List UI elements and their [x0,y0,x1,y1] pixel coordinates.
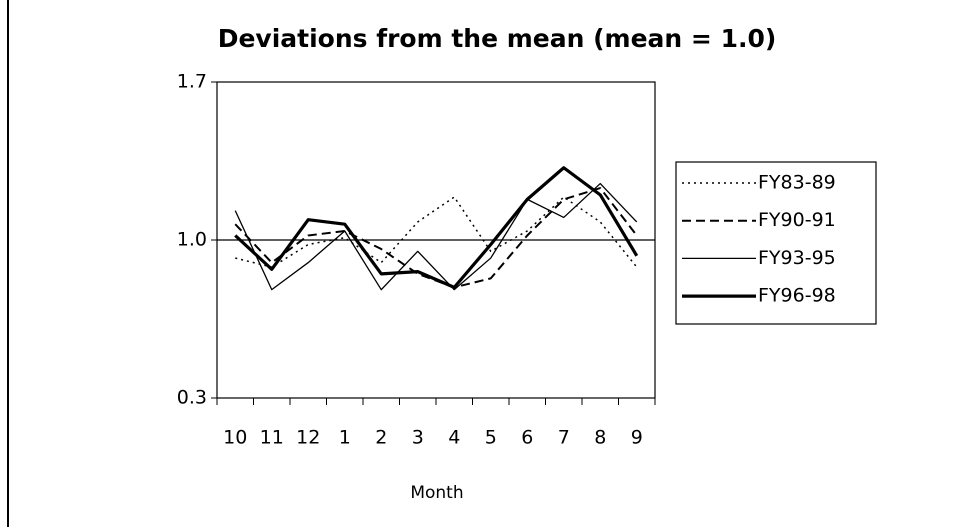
x-tick-label: 3 [412,427,424,449]
y-tick-label: 1.0 [177,229,207,251]
x-tick-label: 12 [296,427,320,449]
x-tick-label: 5 [485,427,497,449]
legend-label: FY83-89 [758,172,836,194]
series-line [234,182,638,291]
x-tick-label: 6 [521,427,533,449]
series-line [234,166,639,289]
x-axis-label: Month [410,483,463,503]
legend-label: FY93-95 [758,247,836,269]
x-tick-label: 10 [223,427,247,449]
x-tick-label: 1 [339,427,351,449]
x-tick-label: 2 [375,427,387,449]
y-tick-label: 1.7 [177,71,207,93]
x-tick-label: 8 [594,427,606,449]
legend-label: FY90-91 [758,209,836,231]
x-tick-label: 9 [631,427,643,449]
y-tick-label: 0.3 [177,387,207,409]
chart-title: Deviations from the mean (mean = 1.0) [218,24,777,53]
x-tick-label: 7 [558,427,570,449]
series-line [235,196,638,268]
legend-label: FY96-98 [758,285,836,307]
x-tick-label: 11 [260,427,284,449]
x-tick-label: 4 [448,427,460,449]
